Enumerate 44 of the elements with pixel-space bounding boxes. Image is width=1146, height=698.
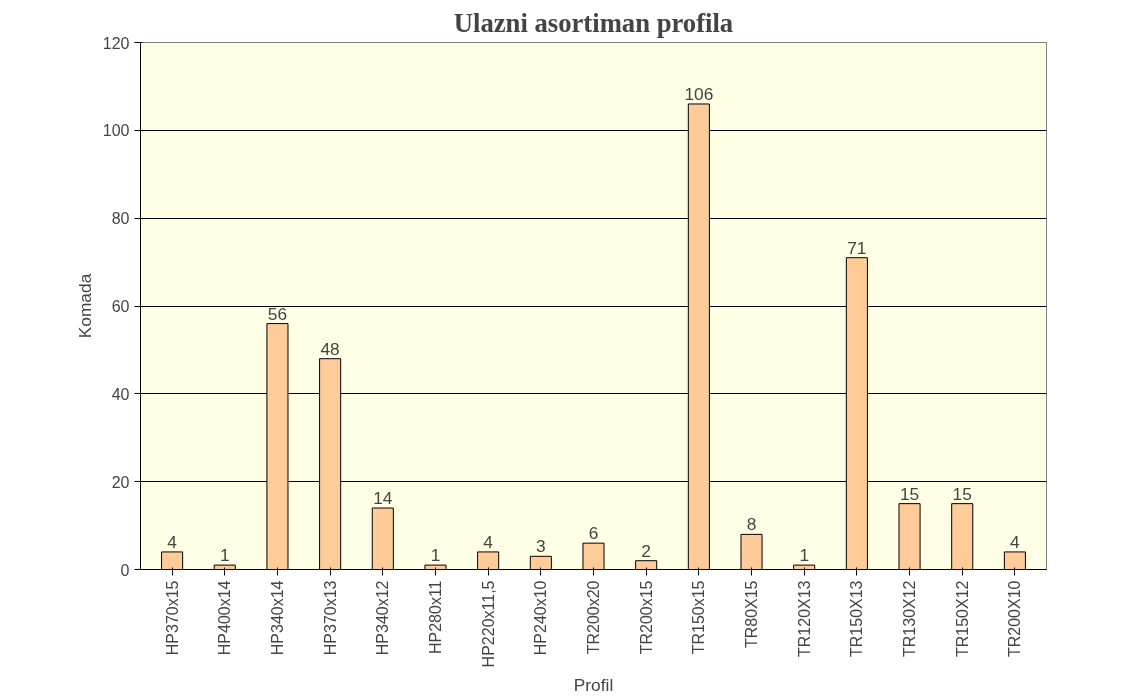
- data-label: 48: [320, 338, 340, 359]
- y-tick-label: 120: [102, 34, 130, 52]
- x-tick-label: HP370x13: [321, 580, 339, 656]
- data-label: 1: [430, 545, 441, 566]
- data-label: 6: [588, 523, 599, 544]
- y-tick-label: 60: [111, 298, 130, 315]
- data-label: 2: [641, 540, 651, 561]
- x-tick-label: TR150X13: [848, 580, 866, 657]
- y-tick-label: 0: [120, 561, 130, 579]
- data-label: 15: [899, 483, 920, 504]
- y-tick-label: 40: [111, 385, 130, 403]
- data-label: 1: [799, 545, 810, 566]
- x-tick-label: HP280x11: [426, 580, 444, 655]
- y-tick-label: 100: [102, 122, 130, 140]
- x-tick-label: HP340x14: [268, 580, 286, 656]
- y-axis-title: Komada: [74, 273, 95, 339]
- x-axis-title: Profil: [573, 675, 614, 696]
- x-tick-label: TR80X15: [743, 580, 761, 649]
- x-tick-label: TR150x15: [690, 580, 708, 655]
- data-label: 4: [1010, 531, 1021, 552]
- x-tick-label: HP220x11,5: [479, 580, 497, 668]
- x-tick-label: TR130X12: [901, 580, 919, 657]
- data-label: 4: [167, 531, 178, 552]
- data-label: 14: [373, 488, 393, 509]
- data-label: 8: [746, 514, 757, 535]
- x-tick-label: HP340x12: [374, 580, 392, 656]
- y-tick-label: 20: [111, 473, 130, 491]
- x-tick-label: HP240x10: [532, 580, 550, 656]
- data-label: 4: [483, 531, 494, 552]
- data-label: 15: [952, 483, 972, 504]
- x-tick-label: HP400x14: [216, 580, 234, 656]
- x-tick-label: TR120X13: [795, 580, 813, 657]
- data-label: 3: [536, 536, 546, 557]
- x-tick-label: HP370x15: [163, 580, 181, 656]
- x-tick-label: TR200X10: [1006, 580, 1024, 657]
- chart-title: Ulazni asortiman profila: [453, 7, 734, 38]
- data-label: 56: [267, 303, 288, 324]
- x-tick-label: TR200x15: [637, 580, 655, 655]
- data-label: 71: [847, 237, 867, 258]
- data-label: 106: [684, 83, 714, 104]
- y-tick-label: 80: [111, 210, 130, 228]
- data-label: 1: [219, 545, 230, 566]
- x-tick-label: TR200x20: [585, 580, 602, 655]
- x-tick-label: TR150X12: [953, 580, 971, 657]
